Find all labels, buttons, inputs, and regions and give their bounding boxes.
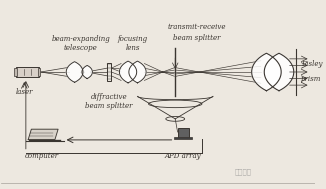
Polygon shape: [252, 53, 281, 91]
Text: beam-expanding: beam-expanding: [52, 35, 110, 43]
Bar: [38, 68, 40, 76]
Text: beam splitter: beam splitter: [85, 102, 133, 110]
Text: APD array: APD array: [165, 152, 201, 160]
Text: Risley: Risley: [301, 60, 322, 68]
Polygon shape: [129, 61, 146, 83]
Polygon shape: [119, 61, 137, 83]
Text: telescope: telescope: [64, 44, 98, 52]
Text: beam splitter: beam splitter: [173, 34, 221, 42]
Polygon shape: [66, 62, 83, 82]
Text: transmit-receive: transmit-receive: [168, 23, 227, 31]
Polygon shape: [28, 129, 58, 139]
Bar: [178, 128, 189, 138]
Bar: [16, 67, 39, 77]
Text: diffractive: diffractive: [91, 93, 127, 101]
Text: prism: prism: [301, 75, 321, 84]
Bar: [107, 63, 111, 81]
Text: computer: computer: [24, 152, 59, 160]
Bar: [14, 68, 17, 76]
Polygon shape: [82, 65, 93, 79]
Text: laser: laser: [16, 88, 33, 96]
Text: lens: lens: [126, 44, 140, 52]
Bar: [174, 137, 192, 139]
Text: focusing: focusing: [118, 35, 148, 43]
Polygon shape: [264, 53, 294, 91]
Text: 红外范回: 红外范回: [234, 169, 251, 175]
